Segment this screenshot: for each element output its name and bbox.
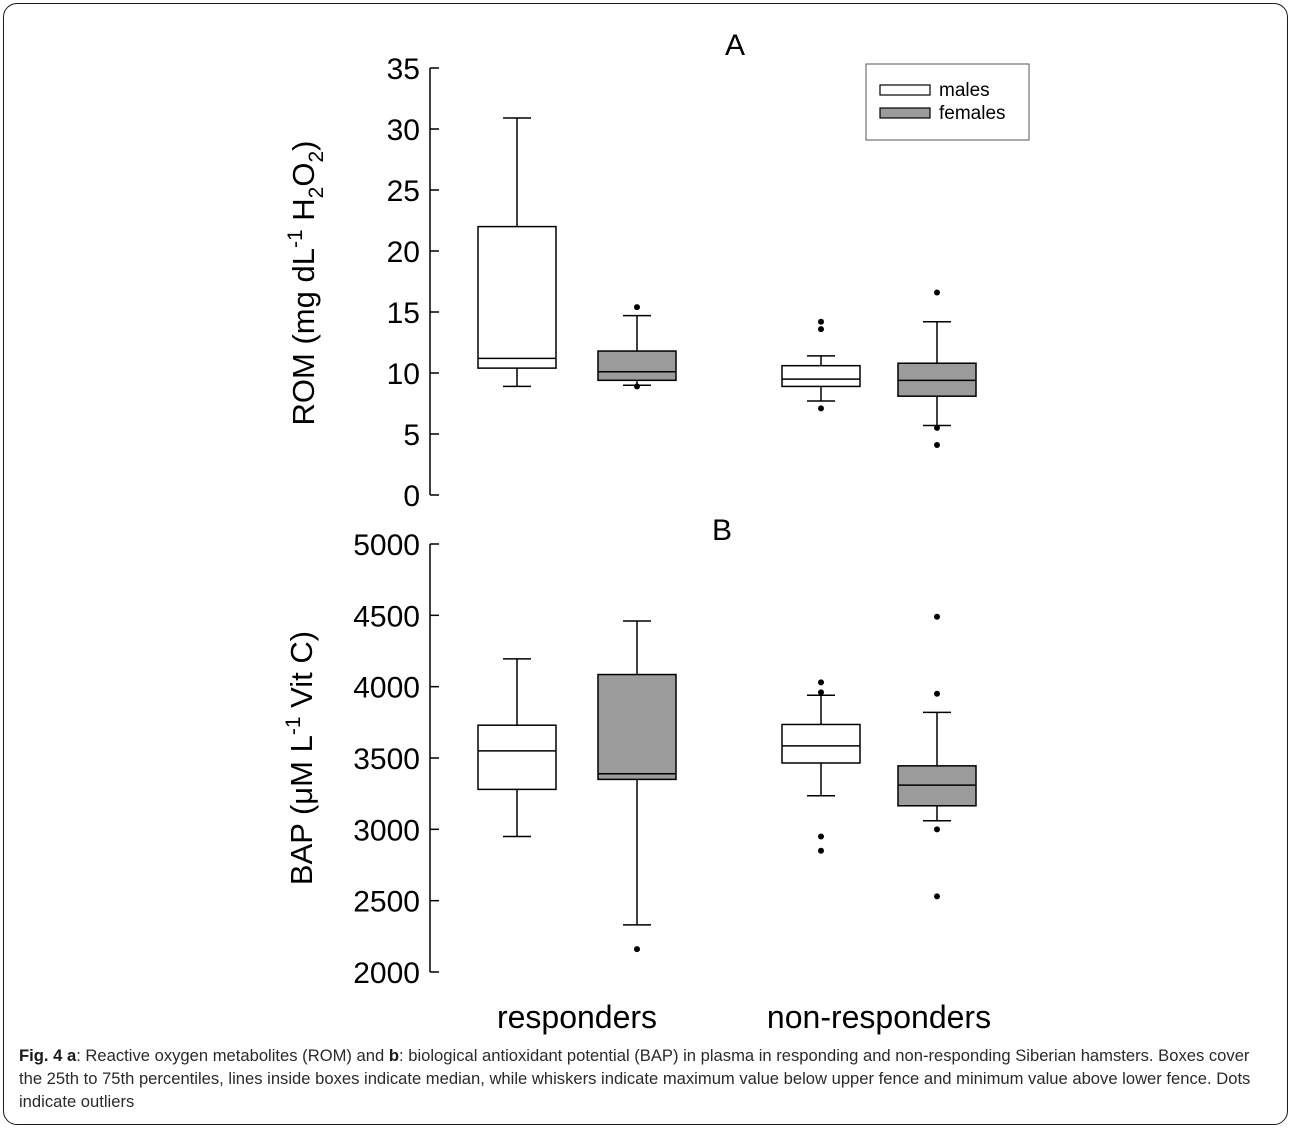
y-tick-label: 2500 — [353, 886, 420, 919]
legend-box — [865, 63, 1030, 141]
legend-swatch-males — [879, 84, 931, 96]
outlier-point — [634, 304, 640, 311]
panel-b-boxes — [477, 613, 977, 953]
y-tick-label: 0 — [403, 480, 420, 513]
box-non-responders-females — [897, 289, 977, 448]
y-tick-label: 20 — [387, 236, 420, 269]
panel-b-letter: B — [712, 514, 732, 547]
outlier-point — [818, 405, 824, 412]
outlier-point — [934, 289, 940, 296]
y-tick-label: 5000 — [353, 529, 420, 562]
y-tick-label: 2000 — [353, 957, 420, 990]
outlier-point — [818, 679, 824, 686]
box-responders-females — [597, 620, 677, 953]
outlier-point — [634, 946, 640, 953]
y-tick-label: 25 — [387, 175, 420, 208]
y-tick-label: 3500 — [353, 743, 420, 776]
outlier-point — [634, 383, 640, 390]
panel-a-y-axis-label: ROM (mg dL-1 H2O2) — [284, 141, 328, 426]
outlier-point — [934, 893, 940, 900]
outlier-point — [818, 847, 824, 854]
outlier-point — [934, 424, 940, 431]
x-category-label-responders: responders — [497, 999, 657, 1035]
box-plot-figure: A 0 5 10 15 20 25 30 35 ROM (mg dL-1 H2O2) male… — [282, 29, 1030, 1035]
panel-a-boxes — [477, 117, 977, 448]
caption-text-b: : biological antioxidant potential (BAP)… — [19, 1046, 1251, 1111]
outlier-point — [818, 326, 824, 333]
caption-figure-label: Fig. 4 — [19, 1046, 63, 1065]
y-tick-label: 5 — [403, 419, 420, 452]
box-non-responders-males — [781, 318, 861, 412]
box-responders-males — [477, 117, 557, 388]
panel-a-letter: A — [725, 29, 745, 62]
caption-label-a: a — [66, 1046, 77, 1065]
outlier-point — [818, 318, 824, 325]
y-tick-label: 4500 — [353, 600, 420, 633]
panel-a: A 0 5 10 15 20 25 30 35 ROM (mg dL-1 H2O2) male… — [284, 29, 1030, 513]
outlier-point — [934, 690, 940, 697]
outlier-point — [818, 689, 824, 696]
box-iqr — [477, 724, 557, 791]
y-tick-label: 15 — [387, 297, 420, 330]
box-non-responders-males — [781, 679, 861, 854]
y-tick-label: 3000 — [353, 814, 420, 847]
legend-label-females: females — [939, 103, 1006, 124]
box-iqr — [781, 723, 861, 764]
x-category-label-non-responders: non-responders — [767, 999, 991, 1035]
box-responders-males — [477, 658, 557, 838]
y-tick-label: 30 — [387, 114, 420, 147]
box-responders-females — [597, 304, 677, 390]
box-iqr — [477, 225, 557, 369]
box-non-responders-females — [897, 613, 977, 900]
legend-label-males: males — [939, 80, 990, 101]
legend-swatch-females — [879, 107, 931, 119]
y-tick-label: 35 — [387, 53, 420, 86]
panel-b-y-ticks: 2000 2500 3000 3500 4000 4500 5000 — [353, 529, 439, 990]
outlier-point — [934, 441, 940, 448]
box-iqr — [597, 350, 677, 382]
panel-a-y-ticks: 0 5 10 15 20 25 30 35 — [387, 53, 439, 513]
panel-b: B 2000 2500 3000 3500 4000 4500 5000 BAP (μM L… — [282, 514, 977, 990]
outlier-point — [934, 826, 940, 833]
outlier-point — [934, 613, 940, 620]
legend: males females — [865, 63, 1030, 141]
y-tick-label: 10 — [387, 358, 420, 391]
y-tick-label: 4000 — [353, 672, 420, 705]
outlier-point — [818, 833, 824, 840]
caption-text-a: : Reactive oxygen metabolites (ROM) and — [76, 1046, 389, 1065]
panel-b-y-axis-label: BAP (μM L-1 Vit C) — [282, 631, 319, 885]
figure-frame — [3, 3, 1288, 1125]
box-iqr — [597, 673, 677, 781]
figure-caption: Fig. 4 a: Reactive oxygen metabolites (R… — [19, 1044, 1274, 1113]
caption-label-b: b — [388, 1046, 399, 1065]
box-iqr — [781, 364, 861, 388]
